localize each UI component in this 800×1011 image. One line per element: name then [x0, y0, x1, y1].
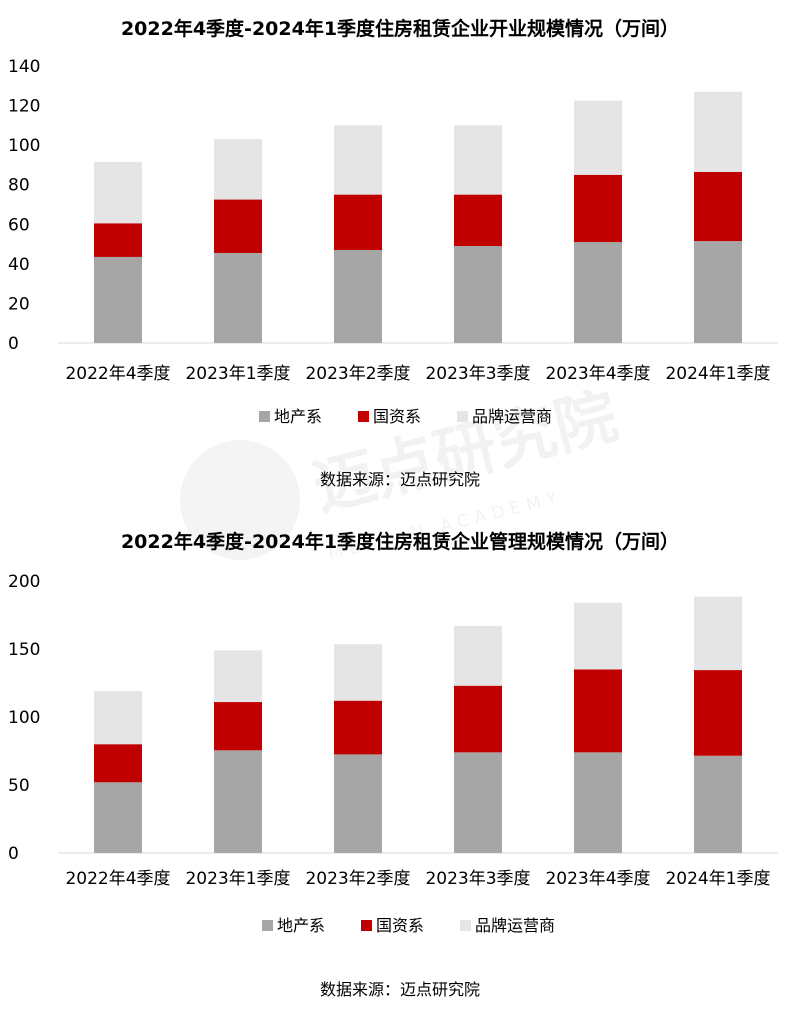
bar-segment: [574, 669, 622, 753]
bar-segment: [94, 161, 142, 224]
bar-segment: [694, 241, 742, 343]
y-tick-label: 60: [8, 215, 30, 235]
bar-segment: [454, 685, 502, 753]
x-tick-label: 2022年4季度: [65, 869, 170, 889]
bar-segment: [694, 596, 742, 671]
legend-label: 国资系: [376, 916, 424, 935]
y-tick-label: 100: [8, 708, 40, 728]
bar-segment: [214, 750, 262, 853]
legend-label: 地产系: [277, 916, 325, 935]
legend-swatch: [361, 920, 372, 931]
legend-label: 地产系: [274, 407, 322, 426]
bar-segment: [454, 125, 502, 195]
bar-segment: [214, 252, 262, 343]
legend-swatch: [259, 411, 270, 422]
chart-plot: 0 50 100 150 200 2022年4季度 2023年1季度 2023年2季度 2023…: [8, 572, 778, 935]
x-tick-label: 2023年1季度: [185, 869, 290, 889]
x-tick-label: 2023年4季度: [545, 869, 650, 889]
x-tick-label: 2022年4季度: [65, 364, 170, 384]
bar-segment: [694, 171, 742, 242]
legend-swatch: [262, 920, 273, 931]
y-tick-label: 40: [8, 255, 30, 275]
legend-label: 国资系: [373, 407, 421, 426]
y-tick-label: 140: [8, 57, 40, 77]
y-tick-label: 80: [8, 176, 30, 196]
x-tick-label: 2023年2季度: [305, 869, 410, 889]
bar-segment: [694, 755, 742, 853]
y-tick-label: 20: [8, 294, 30, 314]
bar-segment: [94, 782, 142, 853]
chart-management-scale: 2022年4季度-2024年1季度住房租赁企业管理规模情况（万间） 0 50 100…: [0, 510, 800, 1011]
bar-segment: [334, 250, 382, 343]
bar-segment: [94, 691, 142, 745]
y-tick-label: 120: [8, 97, 40, 117]
x-tick-label: 2024年1季度: [665, 364, 770, 384]
bar-segment: [454, 752, 502, 853]
data-source: 数据来源：迈点研究院: [319, 470, 480, 489]
bar-segment: [454, 625, 502, 686]
x-tick-label: 2023年4季度: [545, 364, 650, 384]
chart-title: 2022年4季度-2024年1季度住房租赁企业管理规模情况（万间）: [120, 531, 680, 553]
legend-swatch: [457, 411, 468, 422]
bar-segment: [94, 744, 142, 783]
bar-segment: [694, 670, 742, 756]
bar-segment: [694, 91, 742, 172]
bar-segment: [574, 242, 622, 343]
bar-segment: [214, 139, 262, 200]
bar-segment: [334, 125, 382, 195]
x-tick-label: 2023年3季度: [425, 364, 530, 384]
bar-segment: [574, 752, 622, 853]
chart-plot: 0 20 40 60 80 100 120 140 2022年4季度 2023年1季度 2023年2…: [8, 57, 778, 426]
chart-opening-scale: 2022年4季度-2024年1季度住房租赁企业开业规模情况（万间） 0 20 40 6…: [0, 0, 800, 495]
bar-segment: [574, 174, 622, 243]
bar-segment: [334, 700, 382, 755]
y-tick-label: 100: [8, 136, 40, 156]
chart-title: 2022年4季度-2024年1季度住房租赁企业开业规模情况（万间）: [120, 18, 680, 40]
bar-segment: [454, 194, 502, 247]
data-source: 数据来源：迈点研究院: [319, 980, 480, 999]
x-tick-label: 2024年1季度: [665, 869, 770, 889]
bar-segment: [574, 100, 622, 175]
y-tick-label: 0: [8, 334, 19, 354]
bar-segment: [574, 602, 622, 670]
y-tick-label: 50: [8, 776, 30, 796]
y-tick-label: 0: [8, 844, 19, 864]
y-tick-label: 150: [8, 640, 40, 660]
x-tick-label: 2023年2季度: [305, 364, 410, 384]
bar-segment: [454, 246, 502, 343]
bar-segment: [214, 650, 262, 703]
x-tick-label: 2023年1季度: [185, 364, 290, 384]
bar-segment: [334, 194, 382, 251]
bar-segment: [214, 702, 262, 751]
bar-segment: [94, 256, 142, 343]
bar-segment: [94, 223, 142, 257]
legend-label: 品牌运营商: [472, 407, 552, 426]
bar-segment: [334, 754, 382, 853]
x-tick-label: 2023年3季度: [425, 869, 530, 889]
legend-swatch: [460, 920, 471, 931]
legend-label: 品牌运营商: [475, 916, 555, 935]
legend-swatch: [358, 411, 369, 422]
bar-segment: [214, 199, 262, 253]
bar-segment: [334, 644, 382, 701]
y-tick-label: 200: [8, 572, 40, 592]
